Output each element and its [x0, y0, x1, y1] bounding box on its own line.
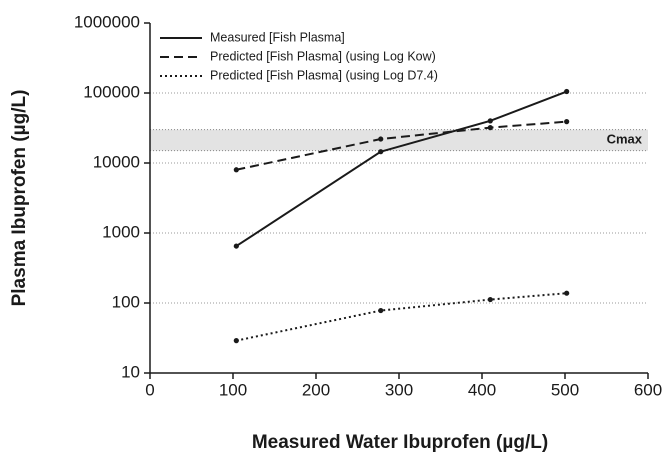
y-tick-label: 1000: [102, 222, 140, 241]
data-point: [378, 136, 384, 142]
legend-label: Predicted [Fish Plasma] (using Log Kow): [210, 49, 436, 63]
x-tick-label: 200: [302, 380, 330, 399]
legend-label: Measured [Fish Plasma]: [210, 30, 345, 44]
x-tick-label: 0: [145, 380, 154, 399]
data-point: [564, 88, 570, 95]
legend-label: Predicted [Fish Plasma] (using Log D7.4): [210, 68, 438, 82]
data-point: [233, 243, 239, 249]
x-tick-label: 400: [468, 380, 496, 399]
data-point: [564, 290, 570, 296]
series-line: [235, 90, 568, 247]
cmax-label: Cmax: [607, 132, 643, 147]
data-point: [564, 119, 570, 125]
x-tick-label: 100: [219, 380, 247, 399]
series-line: [236, 120, 567, 171]
x-tick-label: 500: [551, 380, 579, 399]
y-tick-label: 100000: [83, 82, 140, 101]
data-point: [487, 118, 493, 124]
y-tick-label: 10: [121, 362, 140, 381]
y-tick-label: 1000000: [74, 12, 140, 31]
y-tick-label: 10000: [93, 152, 140, 171]
data-point: [487, 125, 493, 131]
data-point: [378, 307, 384, 314]
data-point: [233, 338, 239, 344]
x-tick-label: 300: [385, 380, 413, 399]
cmax-band: [150, 129, 648, 151]
series-line: [236, 292, 567, 342]
data-point: [487, 296, 493, 303]
y-axis-title: Plasma Ibuprofen (µg/L): [9, 90, 30, 307]
x-axis-title: Measured Water Ibuprofen (µg/L): [252, 432, 548, 453]
y-tick-label: 100: [112, 292, 140, 311]
x-tick-label: 600: [634, 380, 662, 399]
data-point: [233, 167, 239, 173]
data-point: [378, 149, 384, 155]
